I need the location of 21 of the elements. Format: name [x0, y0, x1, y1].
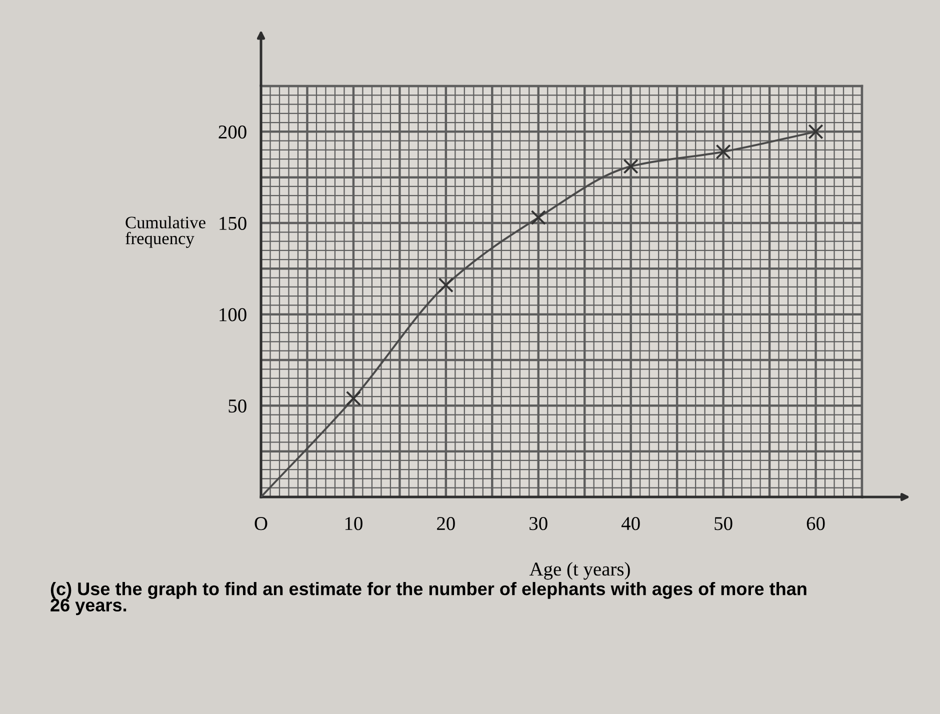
x-tick-label: 40 [622, 517, 640, 530]
text: (c) Use the graph to find an estimate for the number of elephants with ages of more than 26 years. [50, 582, 806, 616]
y-axis-title: Cumulative frequency [126, 216, 206, 248]
x-tick-label: 60 [806, 517, 825, 530]
y-tick-label: 150 [220, 216, 246, 230]
point [346, 390, 362, 406]
x-axis-title: Age (t years) [529, 562, 630, 580]
x-tick-label: 50 [714, 517, 732, 530]
x-tick-label: O [254, 517, 268, 530]
x-tick-label: 30 [530, 517, 548, 530]
y-tick-label: 100 [220, 308, 246, 322]
point [808, 124, 824, 140]
y-tick-label: 200 [218, 125, 246, 139]
point [530, 210, 546, 226]
x-tick-label: 20 [437, 517, 455, 530]
point [716, 144, 731, 160]
point [623, 158, 638, 174]
point [438, 278, 454, 293]
y-tick-label: 50 [228, 399, 246, 413]
line-series [261, 130, 817, 497]
x-tick-label: 10 [345, 517, 362, 530]
